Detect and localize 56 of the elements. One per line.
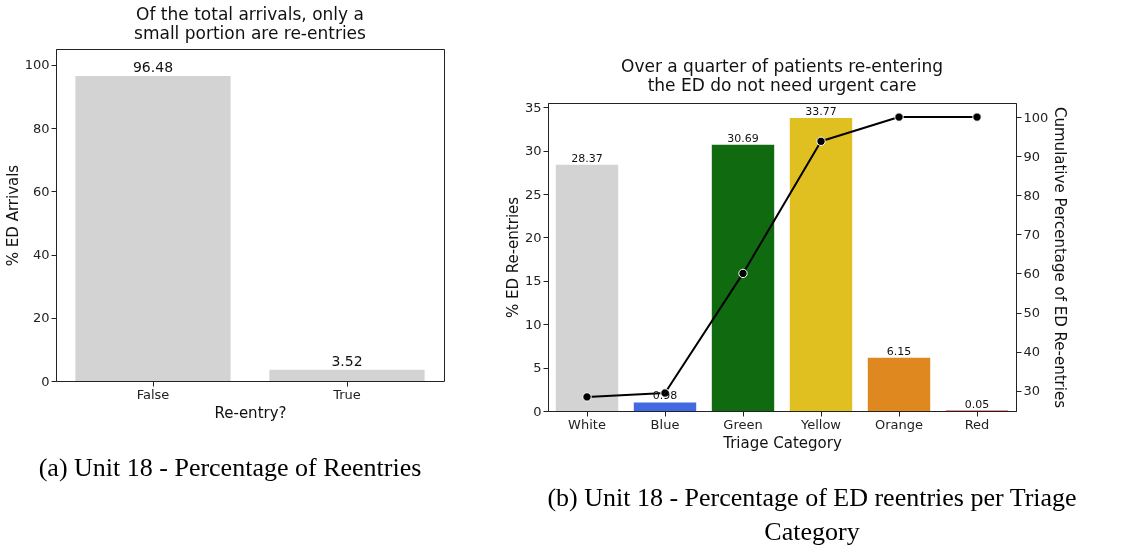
x-tick-label: White <box>568 416 606 432</box>
point <box>582 392 592 402</box>
x-tick-label: Green <box>723 416 763 432</box>
data-label: 33.77 <box>805 105 837 119</box>
x-tick-label: Red <box>964 416 990 432</box>
text: (b) Unit 18 - Percentage of ED reentries per Triage Category <box>546 482 1078 548</box>
y-tick-label: 5 <box>533 360 542 376</box>
data-label: 6.15 <box>886 344 912 358</box>
y2-axis-title: Cumulative Percentage of ED Re-entries <box>1051 107 1070 409</box>
y-tick-label: 15 <box>524 273 542 289</box>
y2-tick-label: 50 <box>1023 305 1041 320</box>
bar <box>789 118 853 411</box>
data-label: 28.37 <box>571 151 603 165</box>
chart-title: Over a quarter of patients re-entering the ED do not need urgent care <box>621 56 943 96</box>
bar <box>711 144 775 411</box>
point <box>816 136 826 146</box>
data-label: 0.05 <box>964 397 990 411</box>
y2-tick-label: 70 <box>1023 226 1041 242</box>
y-tick-label: 35 <box>524 99 542 115</box>
x-axis-title: Re-entry? <box>214 403 287 422</box>
y-tick-label: 0 <box>533 403 542 419</box>
y-tick-label: 60 <box>32 183 50 199</box>
y2-tick-label: 30 <box>1023 383 1041 399</box>
data-label: 30.69 <box>727 131 759 145</box>
y-tick-label: 100 <box>24 57 50 73</box>
bar <box>633 402 697 411</box>
y-tick-label: 10 <box>524 316 542 332</box>
bar <box>555 164 619 411</box>
y-axis-title: % ED Re-entries <box>503 196 522 319</box>
y-tick-label: 0 <box>41 373 50 389</box>
y2-tick-label: 90 <box>1023 148 1041 164</box>
point <box>738 268 748 279</box>
x-tick-label: Yellow <box>799 416 842 432</box>
text: (a) Unit 18 - Percentage of Reentries <box>37 452 423 484</box>
y2-tick-label: 40 <box>1023 344 1041 360</box>
y2-tick-label: 100 <box>1023 109 1049 125</box>
point <box>894 112 904 122</box>
point <box>972 112 982 122</box>
y-tick-label: 40 <box>32 247 50 263</box>
data-label: 3.52 <box>331 352 363 369</box>
y-tick-label: 20 <box>32 310 50 326</box>
y-tick-label: 25 <box>524 186 542 202</box>
x-tick-label: False <box>136 386 170 402</box>
y2-tick-label: 80 <box>1023 187 1041 203</box>
x-tick-label: True <box>332 386 361 402</box>
data-label: 96.48 <box>132 58 174 75</box>
chart-title: Of the total arrivals, only a small portion are re-entries <box>134 4 367 43</box>
x-tick-label: Orange <box>874 416 924 432</box>
y-tick-label: 80 <box>32 120 50 136</box>
x-axis-title: Triage Category <box>722 433 842 452</box>
y-tick-label: 30 <box>524 143 542 159</box>
y-axis-title: % ED Arrivals <box>3 164 22 267</box>
bar <box>867 357 931 411</box>
x-tick-label: Blue <box>650 416 680 432</box>
y-tick-label: 20 <box>524 229 542 245</box>
y2-tick-label: 60 <box>1023 265 1041 281</box>
